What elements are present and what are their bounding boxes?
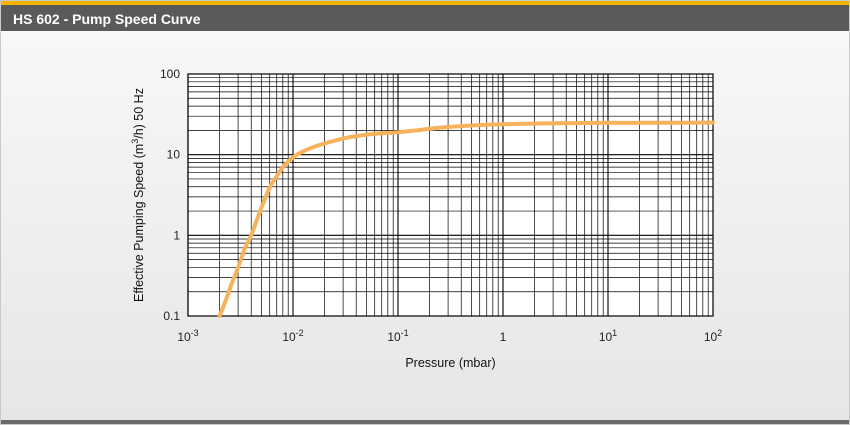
plot-area — [187, 73, 714, 317]
chart-grid — [187, 74, 713, 317]
y-axis-label: Effective Pumping Speed (m3/h) 50 Hz — [130, 88, 146, 302]
x-tick-label: 10-1 — [387, 328, 408, 344]
series-layer — [217, 120, 715, 318]
y-tick-label: 0.1 — [163, 309, 180, 323]
panel-title: HS 602 - Pump Speed Curve — [13, 11, 201, 27]
x-tick-label: 101 — [599, 328, 617, 344]
bottom-divider — [1, 420, 849, 424]
pump-speed-curve — [217, 120, 715, 318]
x-tick-label: 102 — [704, 328, 722, 344]
panel-header: HS 602 - Pump Speed Curve — [1, 1, 849, 31]
x-tick-label: 1 — [500, 330, 507, 344]
tick-labels: 10-3 10-2 10-1 1 101 102 0.1 1 10 100 — [160, 67, 722, 344]
x-tick-label: 10-2 — [282, 328, 303, 344]
x-axis-label: Pressure (mbar) — [405, 356, 495, 370]
x-tick-label: 10-3 — [177, 328, 198, 344]
y-tick-label: 10 — [167, 148, 181, 162]
y-tick-label: 1 — [173, 228, 180, 242]
plot-background — [188, 74, 713, 316]
y-tick-label: 100 — [160, 67, 180, 81]
